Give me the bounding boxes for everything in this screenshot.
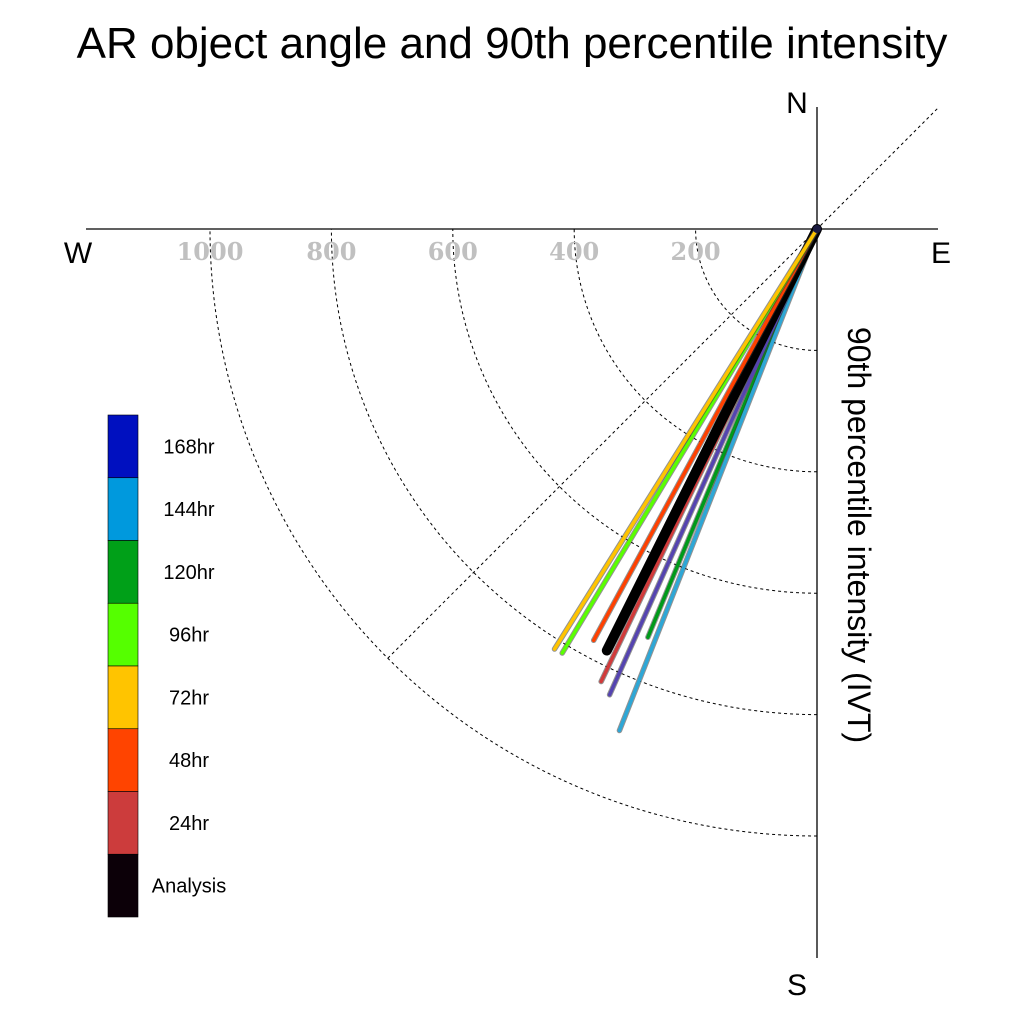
compass-north: N [786, 87, 808, 120]
series-line [591, 227, 819, 643]
radial-tick-labels: 200 400 600 800 1000 [177, 237, 721, 266]
legend: 168hr 144hr 120hr 96hr 72hr 48hr 24hr Analysis [107, 414, 226, 918]
range-ring [573, 228, 818, 473]
compass-west: W [64, 237, 93, 270]
y-axis-label: 90th percentile intensity (IVT) [841, 327, 877, 743]
legend-swatch [107, 414, 139, 479]
legend-label: 144hr [163, 499, 214, 521]
legend-swatch [107, 665, 139, 730]
range-ring [695, 228, 818, 351]
series-line [617, 227, 819, 733]
radial-tick-label: 200 [671, 237, 721, 266]
origin-point [813, 225, 821, 233]
legend-swatch [107, 602, 139, 667]
radial-tick-label: 400 [549, 237, 599, 266]
range-ring [330, 228, 818, 716]
legend-label: 96hr [169, 625, 209, 647]
series-line [552, 227, 819, 651]
legend-label: 120hr [163, 562, 214, 584]
legend-label: 72hr [169, 687, 209, 709]
legend-label: 168hr [163, 436, 214, 458]
chart-title: AR object angle and 90th percentile inte… [77, 19, 948, 68]
legend-swatch [107, 853, 139, 918]
legend-swatch [107, 728, 139, 792]
radial-tick-label: 600 [428, 237, 478, 266]
legend-swatch [107, 791, 139, 855]
legend-label: Analysis [152, 876, 226, 898]
legend-label: 48hr [169, 750, 209, 772]
legend-swatch [107, 477, 139, 541]
legend-swatch [107, 540, 139, 604]
compass-south: S [787, 969, 807, 1002]
legend-label: 24hr [169, 813, 209, 835]
series-lines [551, 224, 822, 734]
radial-tick-label: 800 [306, 237, 356, 266]
range-ring [452, 228, 818, 594]
compass-east: E [931, 237, 951, 270]
polar-grid [209, 108, 938, 837]
radial-tick-label: 1000 [177, 237, 244, 266]
